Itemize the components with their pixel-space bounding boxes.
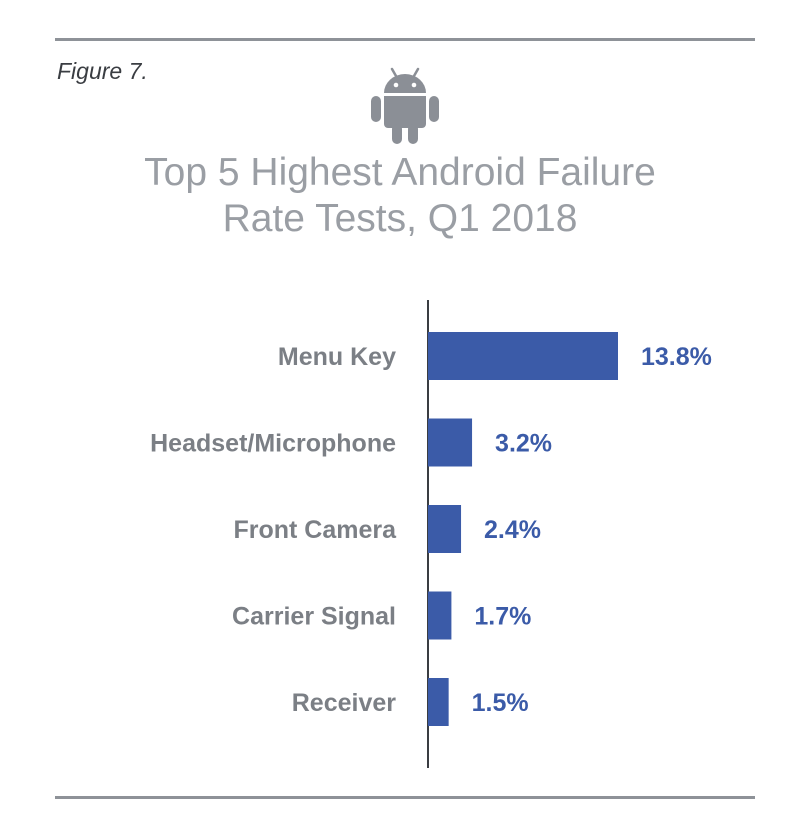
bar-0 bbox=[428, 332, 618, 380]
category-label: Front Camera bbox=[233, 516, 397, 544]
bar-2 bbox=[428, 505, 462, 553]
value-label: 13.8% bbox=[641, 343, 712, 371]
chart-title: Top 5 Highest Android Failure Rate Tests… bbox=[0, 150, 800, 242]
category-label: Headset/Microphone bbox=[150, 430, 396, 458]
bottom-rule bbox=[55, 796, 755, 799]
value-label: 2.4% bbox=[484, 516, 541, 544]
category-label: Menu Key bbox=[278, 343, 396, 371]
chart-title-line-2: Rate Tests, Q1 2018 bbox=[222, 197, 578, 240]
top-rule bbox=[55, 38, 755, 41]
category-label: Receiver bbox=[292, 689, 397, 717]
android-robot-icon bbox=[371, 67, 439, 144]
bar-3 bbox=[428, 591, 452, 640]
chart-title-line-1: Top 5 Highest Android Failure bbox=[144, 151, 656, 194]
value-label: 1.5% bbox=[472, 689, 529, 717]
bar-4 bbox=[428, 678, 449, 726]
value-label: 3.2% bbox=[495, 430, 552, 458]
category-label: Carrier Signal bbox=[232, 603, 396, 631]
value-label: 1.7% bbox=[474, 603, 531, 631]
bar-1 bbox=[428, 418, 473, 467]
figure-label: Figure 7. bbox=[57, 58, 148, 84]
